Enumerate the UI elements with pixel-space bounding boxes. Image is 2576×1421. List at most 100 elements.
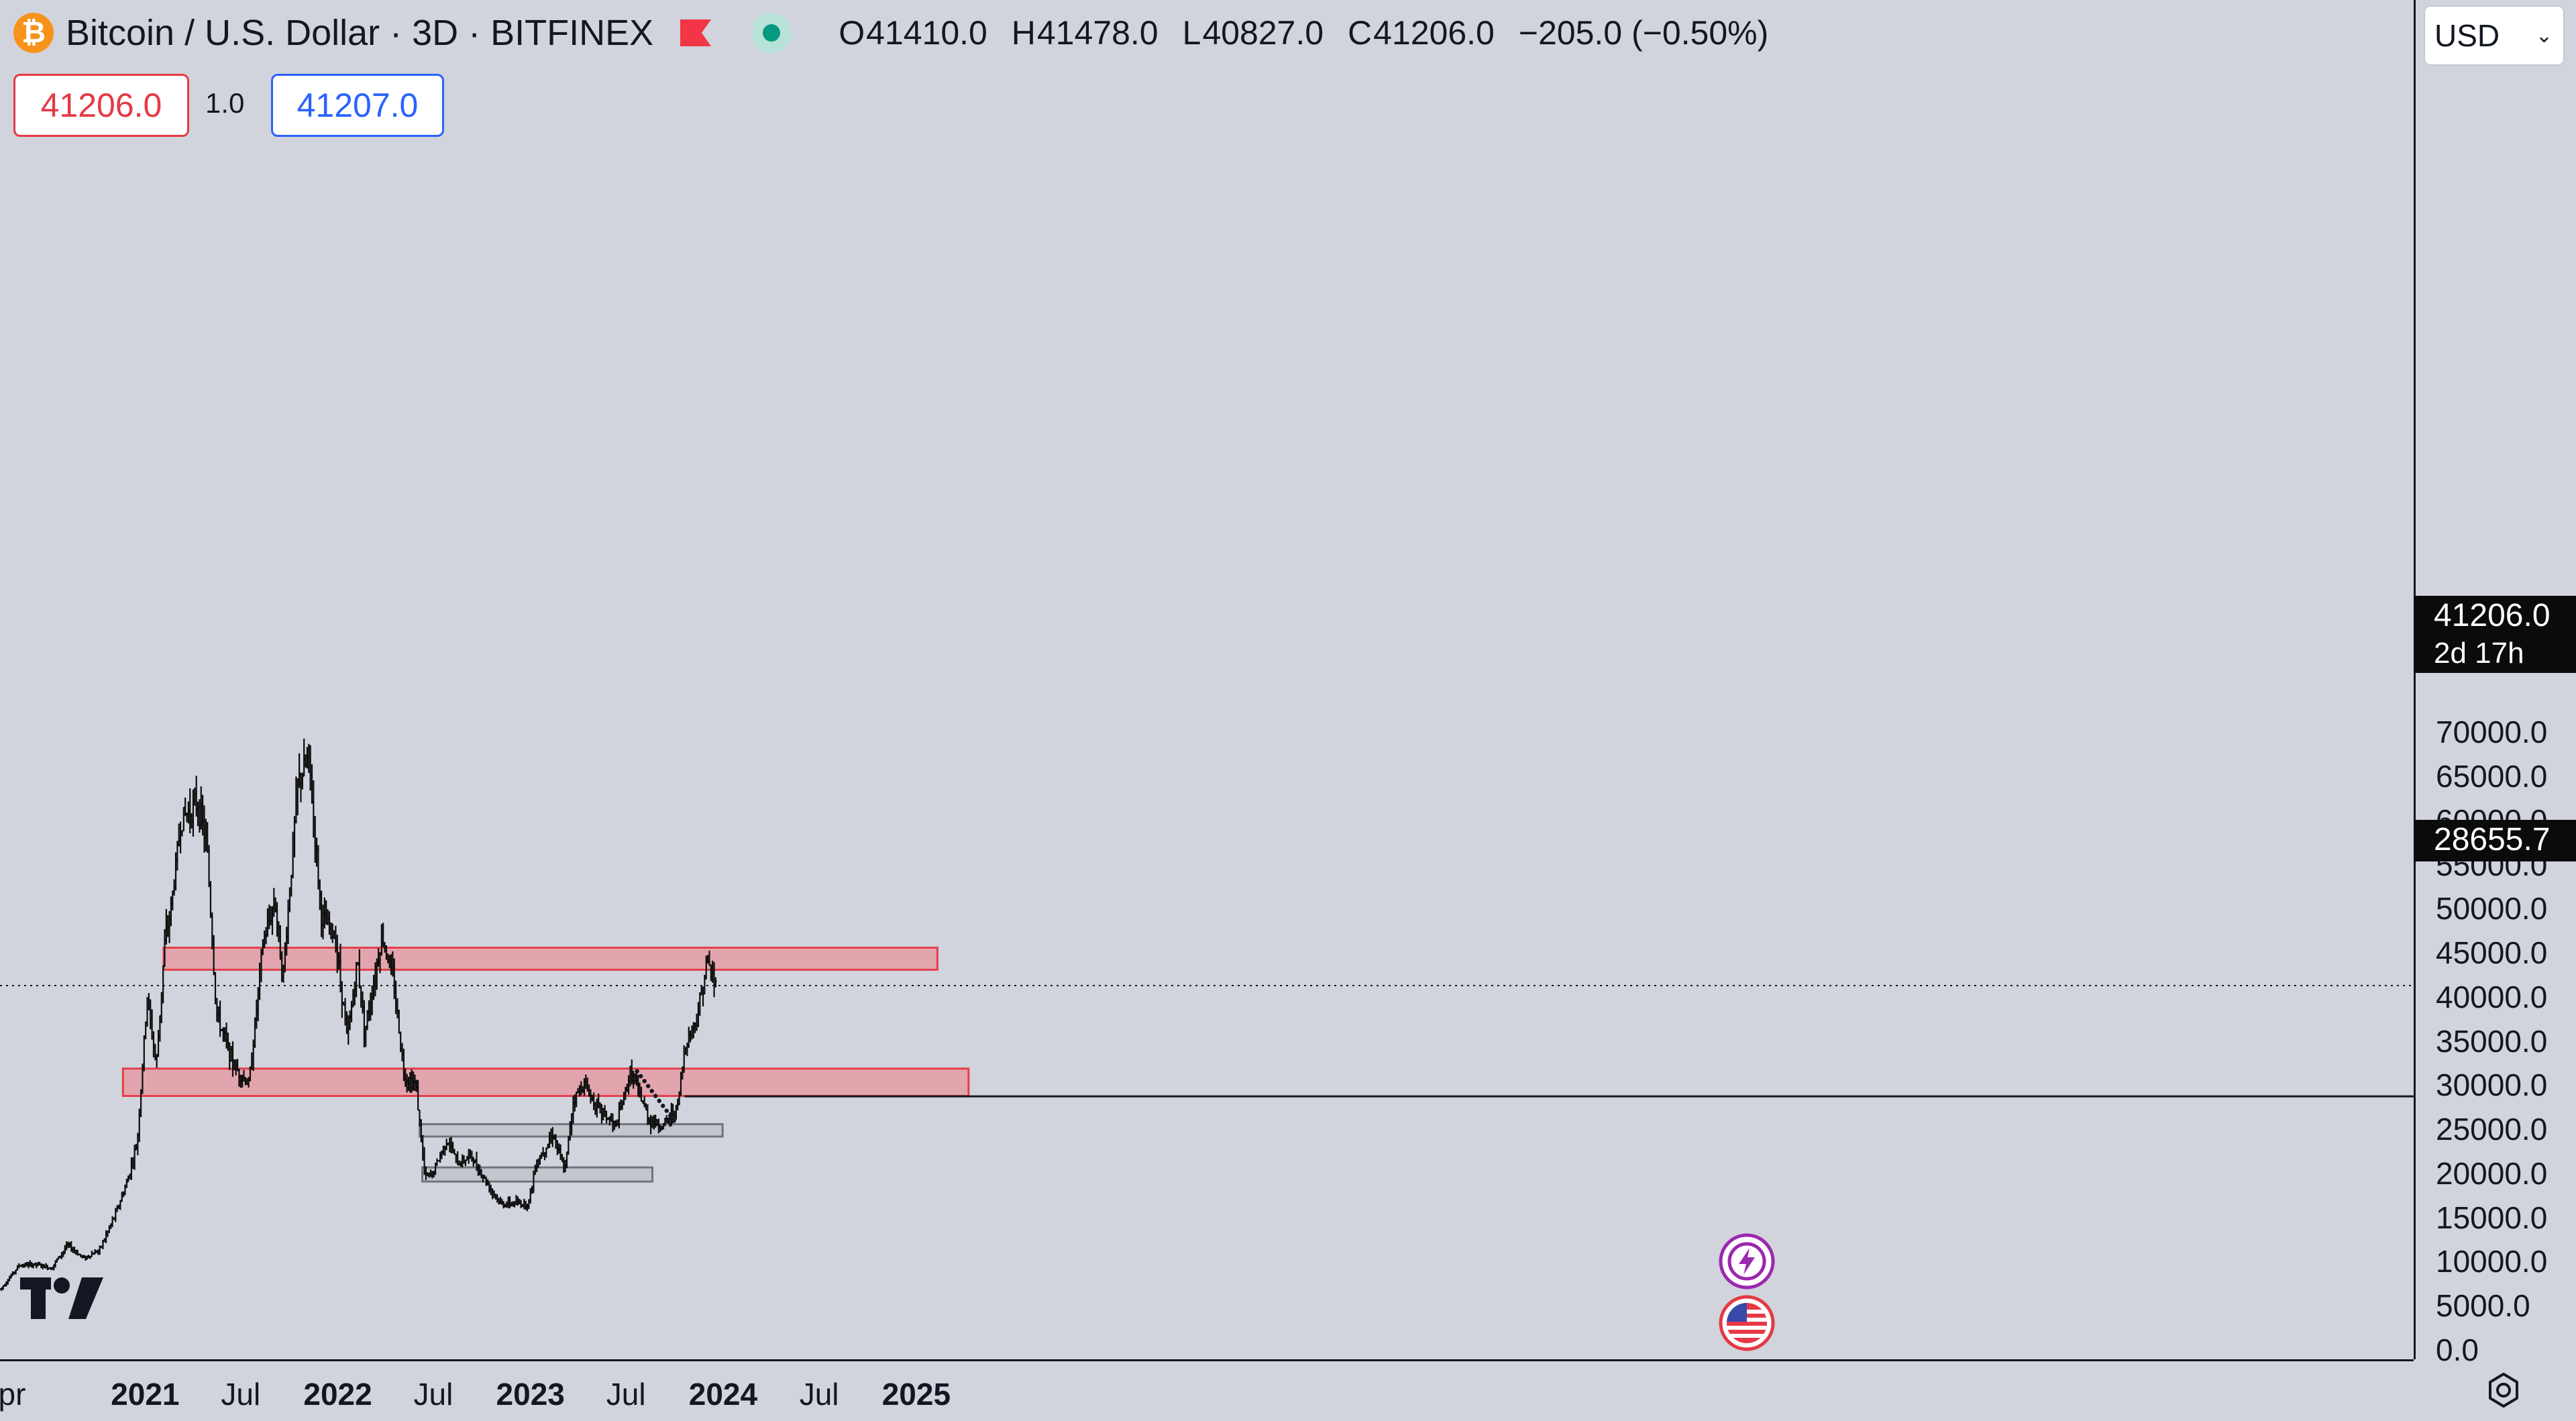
ohlc-bar [352,989,354,1008]
ohlc-bar [456,1151,459,1166]
ohlc-bar [143,1035,146,1071]
ohlc-bar [400,1043,404,1061]
time-tick-label: 2022 [303,1377,372,1412]
ohlc-bar [189,788,191,833]
ohlc-bar [268,904,270,930]
ohlc-bar [160,992,163,1024]
ohlc-bar [131,1157,134,1169]
ohlc-bar [421,1135,424,1161]
ohlc-bar [443,1145,446,1156]
time-tick-label: 2021 [111,1377,180,1412]
ohlc-bar [192,789,195,837]
flag-icon[interactable] [680,19,712,46]
buy-button[interactable]: 41207.0 [271,74,444,137]
time-tick-label: Jul [413,1377,453,1412]
change-value: −205.0 (−0.50%) [1518,14,1769,52]
price-tick-label: 10000.0 [2436,1244,2548,1279]
chevron-down-icon: ⌄ [2535,24,2553,47]
ohlc-bar [32,1263,35,1269]
ohlc-bar [366,1010,369,1031]
ohlc-bar [527,1199,530,1210]
ohlc-bar [162,965,164,1004]
ohlc-bar [354,981,356,1006]
ohlc-bar [325,900,327,925]
currency-select[interactable]: USD ⌄ [2424,5,2565,66]
price-tick-label: 45000.0 [2436,935,2548,971]
ohlc-bar [65,1241,68,1251]
ohlc-bar [206,822,209,853]
ohlc-bar [507,1196,510,1209]
ohlc-bar [144,1021,147,1040]
ohlc-bar [171,890,174,910]
price-tick-label: 0.0 [2436,1332,2479,1367]
ohlc-bar [602,1108,604,1120]
ohlc-bar [350,1000,353,1022]
ohlc-bar [252,1039,255,1071]
ohlc-bar [203,805,206,853]
time-tick-label: Jul [606,1377,646,1412]
tradingview-logo[interactable] [20,1275,103,1322]
ohlc-bar [502,1201,505,1209]
ohlc-bar [435,1158,439,1166]
ohlc-bar [84,1255,87,1261]
ohlc-bar [263,930,266,949]
ohlc-bar [692,1022,695,1039]
ohlc-bar [176,841,178,871]
ohlc-bar [223,1027,226,1042]
ohlc-bar [271,906,274,935]
ohlc-bar [312,780,315,838]
ohlc-bar [170,896,172,927]
time-axis[interactable]: pr 2021 Jul 2022 Jul 2023 Jul 2024 Jul 2025 [0,1359,2414,1421]
price-tick-label: 20000.0 [2436,1155,2548,1191]
ohlc-bar [333,930,335,939]
ohlc-bar [610,1113,612,1122]
ohlc-bar [561,1154,564,1163]
trend-dot [668,1113,673,1118]
ohlc-bar [309,745,312,791]
ohlc-bar [187,801,190,824]
ohlc-bar [537,1158,540,1168]
ohlc-bar [371,985,374,1016]
ohlc-bar [136,1133,139,1155]
ohlc-bar [328,911,331,935]
ohlc-bar [200,786,203,830]
ohlc-bar [148,993,150,1010]
sell-button[interactable]: 41206.0 [13,74,189,137]
ohlc-bar [703,974,706,995]
ohlc-bar [301,772,304,790]
ohlc-bar [168,911,171,943]
close-value: 41206.0 [1373,14,1495,52]
ohlc-bar [64,1245,66,1255]
ohlc-bar [193,787,196,806]
ohlc-bar [439,1151,441,1163]
ohlc-bar [274,897,277,913]
symbol-title[interactable]: Bitcoin / U.S. Dollar · 3D · BITFINEX [66,13,654,53]
ohlc-bar [184,797,186,817]
ohlc-bar [146,997,149,1027]
ohlc-bar [215,998,218,1022]
ohlc-bar [460,1161,462,1167]
ohlc-bar [448,1137,451,1153]
chart-canvas[interactable] [0,0,2414,1359]
ohlc-bar [272,888,275,917]
settings-gear-icon[interactable] [2485,1372,2522,1408]
ohlc-bar [394,980,397,1014]
ohlc-bar [698,992,701,1016]
ohlc-bar [277,921,280,943]
close-label: C [1347,14,1373,52]
ohlc-bar [150,1009,154,1040]
time-tick-label: 2023 [496,1377,565,1412]
ohlc-bar [60,1251,63,1259]
ohlc-bar [697,1002,700,1027]
us-flag-event-icon[interactable] [1719,1295,1775,1351]
ohlc-bar [5,1281,8,1287]
ohlc-bar [347,1015,350,1045]
ohlc-bar [462,1155,466,1164]
ohlc-bar [369,992,372,1021]
price-axis[interactable]: USD ⌄ 70000.065000.060000.055000.050000.… [2414,0,2576,1367]
lightning-event-icon[interactable] [1719,1233,1775,1290]
high-value: 41478.0 [1036,14,1159,52]
chart-plot-area[interactable] [0,0,2414,1359]
ohlc-bar [73,1247,76,1254]
ohlc-bar [105,1230,107,1243]
